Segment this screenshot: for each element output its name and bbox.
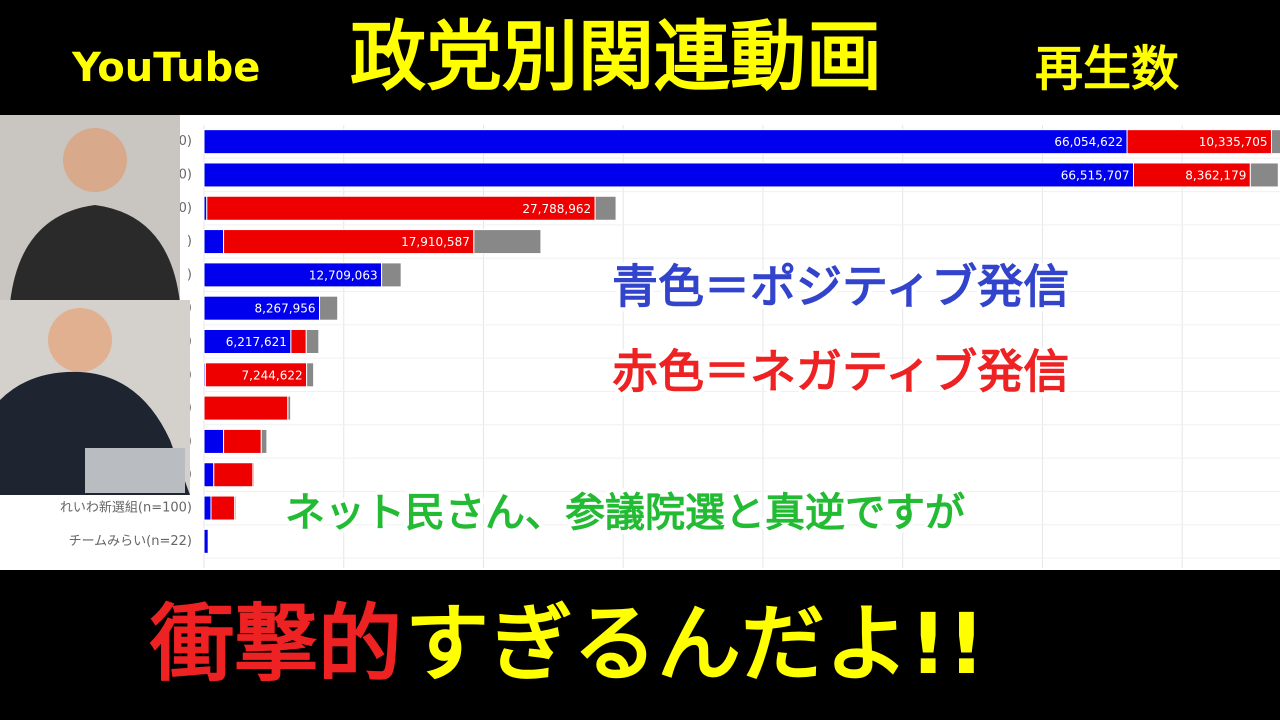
value-label: 10,335,705 — [1199, 135, 1268, 149]
bar-segment — [1126, 129, 1272, 155]
category-label: チームみらい(n=22) — [69, 534, 192, 549]
value-label: 66,515,707 — [1061, 168, 1130, 182]
value-label: 8,267,956 — [254, 302, 315, 316]
bar-segment — [203, 462, 215, 488]
bar-segment — [223, 229, 475, 255]
caption-comment: ネット民さん、参議院選と真逆ですが — [285, 490, 965, 536]
title-main: 政党別関連動画 — [350, 12, 882, 101]
title-suffix: 再生数 — [1035, 41, 1179, 97]
bar-segment — [203, 395, 289, 421]
value-label: 8,362,179 — [1185, 168, 1246, 182]
bar-segment — [306, 362, 315, 388]
value-label: 7,244,622 — [242, 368, 303, 382]
bar-segment — [1249, 162, 1279, 188]
bar-segment — [213, 462, 254, 488]
suit — [10, 205, 180, 303]
bar-segment — [234, 495, 237, 521]
value-label: 12,709,063 — [309, 268, 378, 282]
bar-segment — [203, 495, 212, 521]
category-label: ) — [187, 234, 192, 249]
bar-segment — [203, 229, 225, 255]
value-label: 17,910,587 — [401, 235, 470, 249]
bar-segment — [223, 428, 262, 454]
bar-segment — [252, 462, 255, 488]
bar-segment — [594, 195, 617, 221]
face — [48, 308, 112, 372]
laptop — [85, 448, 185, 493]
bar-segment — [260, 428, 268, 454]
title-prefix: YouTube — [71, 45, 260, 91]
caption-negative: 赤色＝ネガティブ発信 — [612, 345, 1069, 399]
bar-segment — [473, 229, 542, 255]
bar-segment — [206, 195, 596, 221]
bar-segment — [203, 329, 292, 354]
footer-yellow: すぎるんだよ!! — [405, 595, 986, 693]
bar-segment — [203, 262, 383, 288]
bar-segment — [203, 428, 225, 454]
caption-positive: 青色＝ポジティブ発信 — [612, 260, 1069, 314]
bar-segment — [203, 295, 321, 321]
bar-segment — [381, 262, 402, 288]
bar-segment — [287, 395, 292, 421]
photos — [0, 115, 190, 495]
bar-segment — [1270, 129, 1280, 155]
bar-segment — [290, 329, 307, 354]
bar-segment — [210, 495, 236, 521]
value-label: 66,054,622 — [1054, 135, 1123, 149]
bar-segment — [203, 162, 1134, 188]
category-label: れいわ新選組(n=100) — [60, 500, 192, 516]
value-label: 6,217,621 — [226, 335, 287, 349]
bar-segment — [1132, 162, 1251, 188]
bar-segment — [203, 528, 209, 554]
bar-segment — [305, 329, 320, 354]
value-label: 27,788,962 — [522, 202, 591, 216]
category-label: ) — [187, 267, 192, 282]
bar-segment — [319, 295, 339, 321]
bar-segment — [204, 362, 308, 388]
bar-segment — [203, 129, 1128, 155]
face — [63, 128, 127, 192]
footer-red: 衝撃的 — [149, 595, 402, 693]
texts: YouTube 政党別関連動画 再生数 青色＝ポジティブ発信 赤色＝ネガティブ発… — [71, 12, 1179, 693]
